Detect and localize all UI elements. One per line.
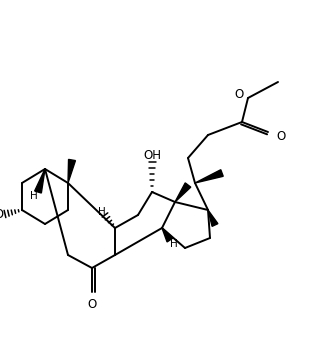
Polygon shape [35,169,45,193]
Text: H: H [170,239,178,249]
Polygon shape [162,228,173,242]
Polygon shape [68,159,76,183]
Polygon shape [175,183,191,202]
Text: O: O [235,88,244,100]
Polygon shape [208,210,218,226]
Text: H: H [30,191,38,201]
Text: O: O [276,129,285,142]
Text: HO: HO [0,207,5,220]
Text: OH: OH [143,149,161,162]
Text: H: H [98,207,106,217]
Text: O: O [87,298,97,311]
Polygon shape [195,170,223,183]
